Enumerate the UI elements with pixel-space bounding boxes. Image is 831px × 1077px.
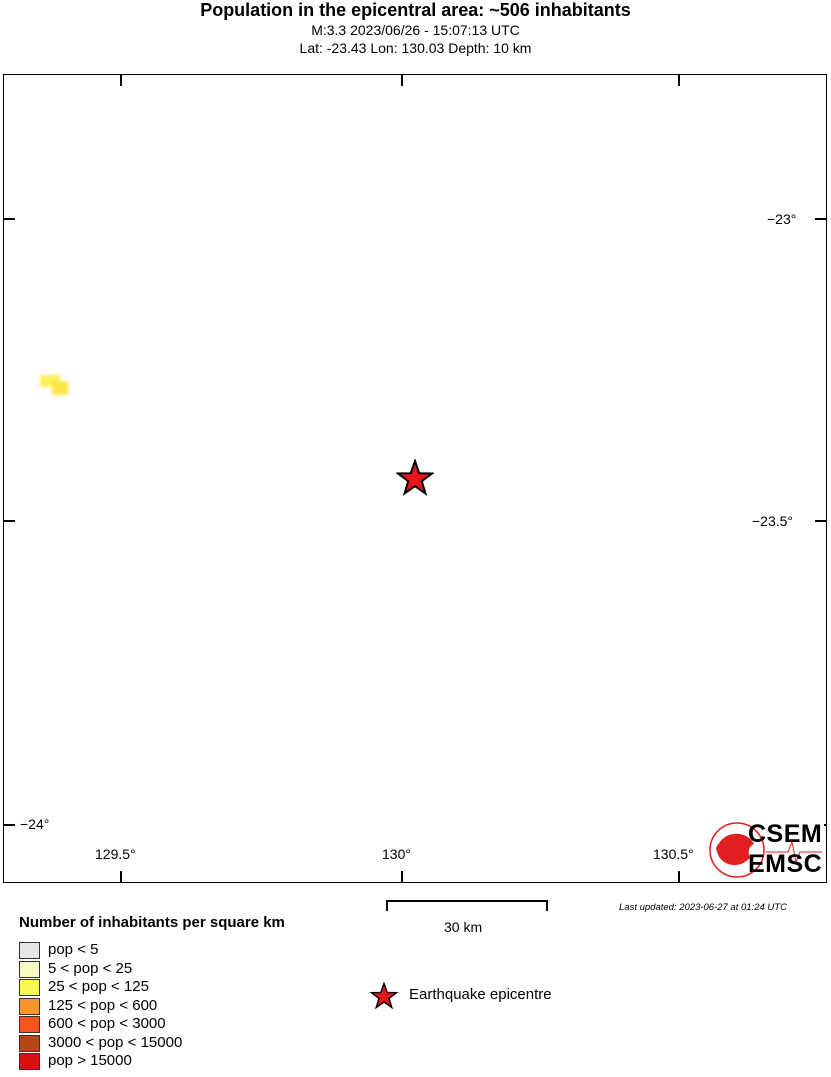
tick bbox=[401, 74, 403, 86]
legend-label: pop > 15000 bbox=[48, 1052, 132, 1069]
epicentre-star-icon bbox=[396, 459, 434, 496]
event-summary: M:3.3 2023/06/26 - 15:07:13 UTC bbox=[311, 22, 520, 38]
scale-label: 30 km bbox=[444, 919, 483, 935]
legend-swatch bbox=[19, 1016, 40, 1033]
logo-text-bottom: EMSC bbox=[748, 850, 823, 878]
logo-text-top: CSEM bbox=[748, 820, 823, 848]
legend-label: pop < 5 bbox=[48, 941, 99, 958]
legend-swatch bbox=[19, 1034, 40, 1052]
lon-label: 130.5° bbox=[653, 846, 694, 862]
lon-label: 129.5° bbox=[95, 846, 136, 862]
legend-star-icon bbox=[370, 982, 398, 1010]
legend-label: 125 < pop < 600 bbox=[48, 996, 158, 1014]
legend-label: 25 < pop < 125 bbox=[48, 978, 149, 995]
lat-label: −23.5° bbox=[752, 513, 794, 529]
legend-label: 3000 < pop < 15000 bbox=[48, 1033, 183, 1051]
lat-label: −24° bbox=[20, 816, 50, 832]
tick bbox=[120, 74, 122, 86]
tick bbox=[3, 824, 15, 826]
legend-epicentre-label: Earthquake epicentre bbox=[409, 986, 552, 1003]
lat-label: −23° bbox=[767, 211, 797, 227]
tick bbox=[678, 871, 680, 883]
lon-label: 130° bbox=[382, 846, 411, 862]
legend-swatch bbox=[19, 942, 40, 959]
population-area bbox=[52, 381, 68, 395]
legend-swatch bbox=[19, 979, 40, 996]
globe-icon bbox=[709, 822, 822, 878]
tick bbox=[401, 871, 403, 883]
legend-label: 5 < pop < 25 bbox=[48, 959, 133, 977]
tick bbox=[3, 218, 15, 220]
last-updated: Last updated: 2023-06-27 at 01:24 UTC bbox=[619, 902, 787, 913]
map-title: Population in the epicentral area: ~506 … bbox=[200, 0, 631, 20]
scale-bar bbox=[386, 900, 548, 911]
tick bbox=[815, 520, 827, 522]
tick bbox=[815, 218, 827, 220]
legend-label: 600 < pop < 3000 bbox=[48, 1015, 166, 1032]
tick bbox=[3, 520, 15, 522]
tick bbox=[120, 871, 122, 883]
event-location: Lat: -23.43 Lon: 130.03 Depth: 10 km bbox=[299, 40, 532, 56]
legend-swatch bbox=[19, 960, 40, 978]
legend-title: Number of inhabitants per square km bbox=[19, 914, 285, 931]
tick bbox=[678, 74, 680, 86]
emsc-logo: CSEM EMSC bbox=[706, 818, 824, 882]
legend-swatch bbox=[19, 1053, 40, 1070]
legend-swatch bbox=[19, 997, 40, 1015]
map-frame bbox=[3, 74, 827, 883]
